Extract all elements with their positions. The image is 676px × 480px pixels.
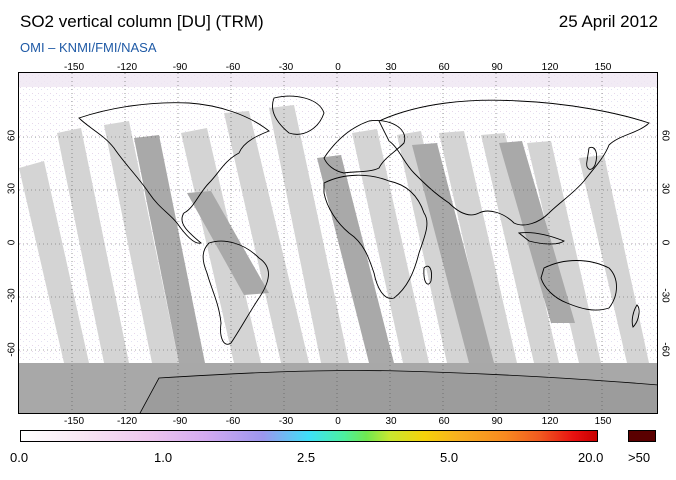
lat-tick-right: 0 <box>659 239 671 246</box>
coastlines <box>78 95 650 345</box>
colorbar-label: 5.0 <box>440 450 459 465</box>
lon-tick-bottom: 120 <box>541 416 559 427</box>
lat-tick-left: 60 <box>6 129 18 142</box>
map-source: OMI – KNMI/FMI/NASA <box>20 40 157 55</box>
map-title: SO2 vertical column [DU] (TRM) <box>20 12 264 31</box>
lon-tick-bottom: 90 <box>491 416 503 427</box>
map-date: 25 April 2012 <box>558 12 658 31</box>
lon-tick-bottom: -60 <box>225 416 241 427</box>
so2-map <box>18 72 658 414</box>
lat-tick-left: 0 <box>6 239 18 246</box>
new-zealand-outline <box>631 304 640 328</box>
lat-tick-left: -30 <box>6 288 18 303</box>
lat-tick-right: -30 <box>659 288 671 303</box>
swath-light <box>19 105 649 363</box>
lon-tick-top: -60 <box>225 62 241 73</box>
polar-noise-band <box>19 73 657 87</box>
indonesia-outline <box>517 232 565 245</box>
lon-tick-top: -150 <box>63 62 84 73</box>
africa-outline <box>323 174 428 299</box>
colorbar <box>20 430 598 442</box>
lon-tick-bottom: -120 <box>116 416 137 427</box>
north-america-outline <box>78 102 270 244</box>
lon-tick-top: 90 <box>491 62 503 73</box>
lon-tick-top: 120 <box>541 62 559 73</box>
colorbar-overflow-swatch <box>628 430 656 442</box>
lon-tick-bottom: -150 <box>63 416 84 427</box>
lat-tick-right: 30 <box>659 182 671 195</box>
asia-outline <box>378 99 650 226</box>
map-canvas <box>19 73 657 413</box>
lon-tick-top: 30 <box>385 62 397 73</box>
australia-outline <box>540 260 617 311</box>
europe-outline <box>323 120 406 174</box>
lon-tick-top: -90 <box>172 62 188 73</box>
japan-outline <box>586 146 598 170</box>
lon-tick-top: -30 <box>278 62 294 73</box>
lon-tick-top: 0 <box>335 62 341 73</box>
lon-tick-bottom: -90 <box>172 416 188 427</box>
colorbar-label: 20.0 <box>578 450 604 465</box>
lon-tick-bottom: 0 <box>335 416 341 427</box>
lon-tick-top: 60 <box>438 62 450 73</box>
lat-tick-right: 60 <box>659 129 671 142</box>
colorbar-label: 0.0 <box>10 450 29 465</box>
madagascar-outline <box>423 265 432 285</box>
lon-tick-top: -120 <box>116 62 137 73</box>
lon-tick-bottom: 60 <box>438 416 450 427</box>
lat-tick-right: -60 <box>659 342 671 357</box>
greenland-outline <box>272 95 325 135</box>
lat-tick-left: 30 <box>6 182 18 195</box>
lon-tick-bottom: -30 <box>278 416 294 427</box>
colorbar-over-label: >50 <box>628 450 651 465</box>
lon-tick-bottom: 150 <box>594 416 612 427</box>
colorbar-label: 2.5 <box>297 450 316 465</box>
south-america-outline <box>202 240 269 345</box>
antarctica-coast <box>139 370 657 413</box>
lon-tick-bottom: 30 <box>385 416 397 427</box>
swath-dark <box>134 135 575 363</box>
lon-tick-top: 150 <box>594 62 612 73</box>
graticule <box>19 73 657 413</box>
colorbar-label: 1.0 <box>154 450 173 465</box>
lat-tick-left: -60 <box>6 342 18 357</box>
